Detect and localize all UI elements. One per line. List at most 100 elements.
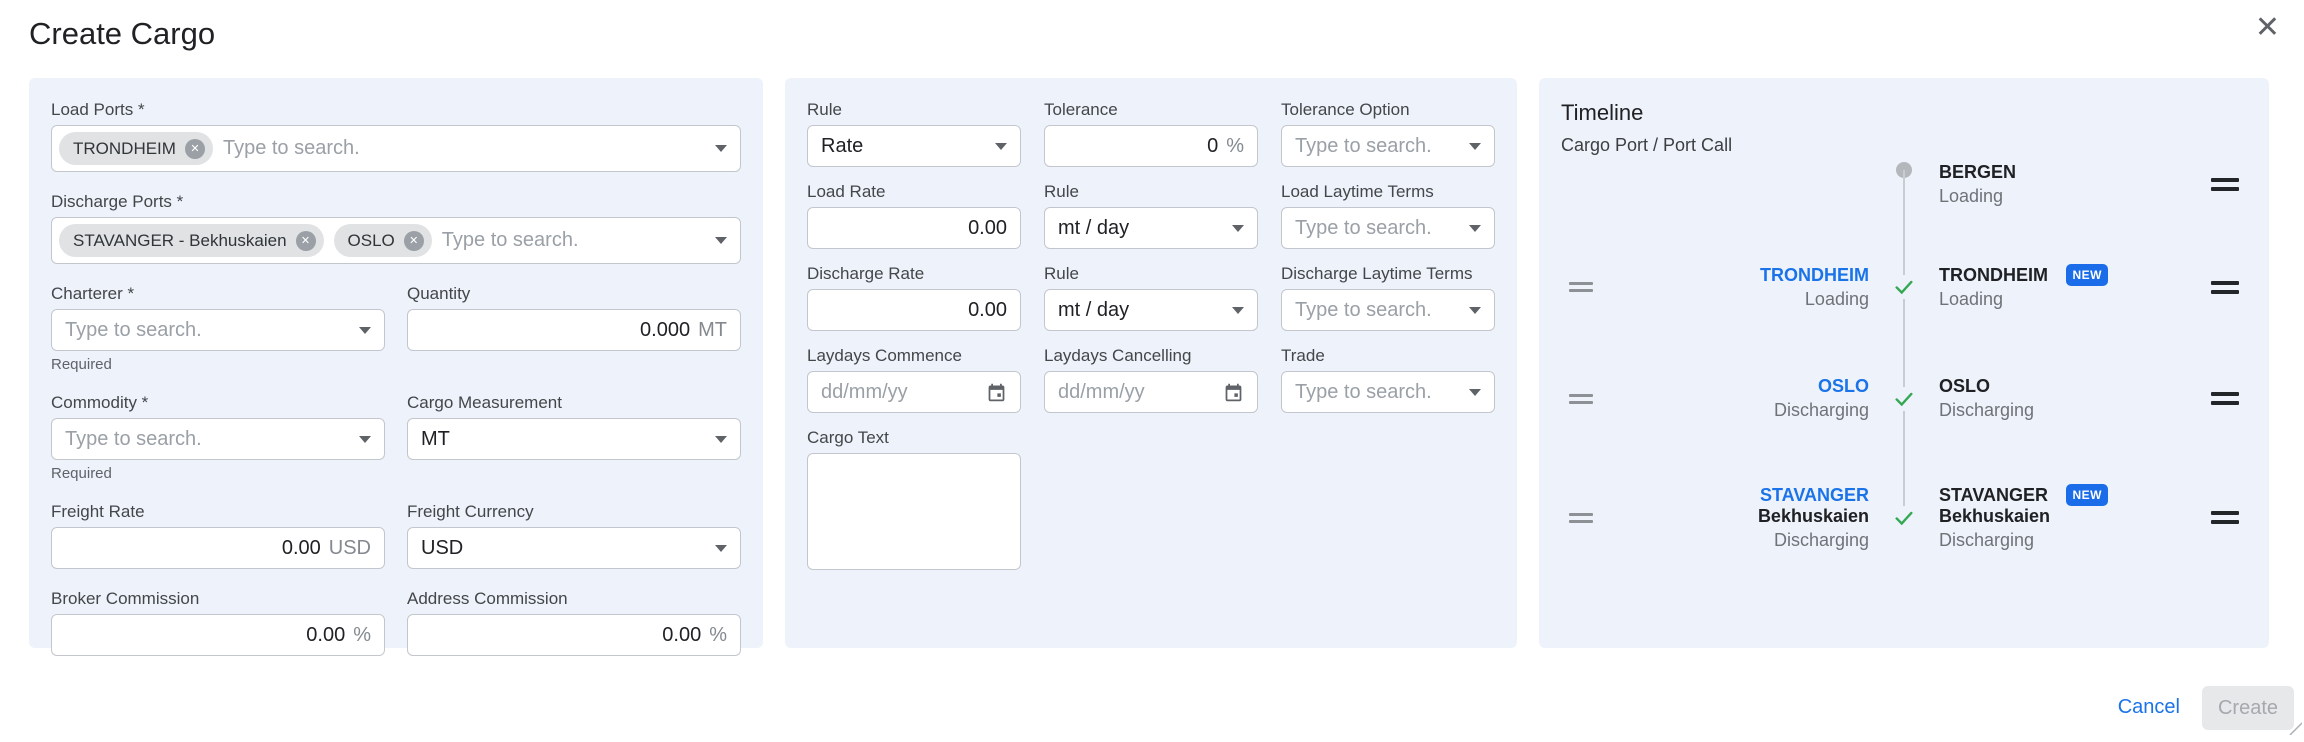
port-name: OSLO [1939,376,1991,396]
discharge-ports-placeholder: Type to search. [441,229,579,251]
timeline-row-stavanger: STAVANGER Bekhuskaien Discharging STAVAN… [1561,484,2247,551]
quantity-field: Quantity 0.000 MT [407,284,741,373]
trade-field: Trade Type to search. [1281,346,1495,413]
trade-select[interactable]: Type to search. [1281,371,1495,413]
timeline-line [1903,170,1905,518]
freight-rate-input[interactable]: 0.00 USD [51,527,385,569]
chevron-down-icon [1469,306,1481,314]
cargo-measurement-select[interactable]: MT [407,418,741,460]
port-activity: Discharging [1939,530,2035,550]
freight-rate-value: 0.00 [281,536,321,559]
quantity-unit: MT [698,318,727,341]
load-rate-field: Load Rate 0.00 [807,182,1021,249]
load-rate-rule-field: Rule mt / day [1044,182,1258,249]
tolerance-option-select[interactable]: Type to search. [1281,125,1495,167]
rule-quantity-select[interactable]: Rate [807,125,1021,167]
broker-commission-field: Broker Commission 0.00 % [51,589,385,656]
drag-handle-icon[interactable] [1569,509,1593,527]
check-icon [1869,386,1939,411]
laydays-commence-input[interactable]: dd/mm/yy [807,371,1021,413]
check-icon [1869,275,1939,299]
drag-handle-icon[interactable] [2211,506,2239,529]
broker-commission-unit: % [353,623,371,646]
commodity-select[interactable]: Type to search. [51,418,385,460]
create-button: Create [2202,686,2294,730]
load-ports-field: Load Ports * TRONDHEIM ✕ Type to search. [51,100,741,172]
drag-handle-icon[interactable] [2211,173,2239,196]
discharge-ports-input[interactable]: STAVANGER - Bekhuskaien ✕ OSLO ✕ Type to… [51,217,741,264]
chevron-down-icon [359,326,371,334]
laydays-cancelling-input[interactable]: dd/mm/yy [1044,371,1258,413]
discharge-rate-input[interactable]: 0.00 [807,289,1021,331]
remove-chip-icon[interactable]: ✕ [295,230,316,251]
cargo-port-name: STAVANGER [1759,484,1869,505]
cargo-port-name: TRONDHEIM [1760,264,1869,285]
tolerance-input[interactable]: 0 % [1044,125,1258,167]
quantity-label: Quantity [407,284,471,303]
quantity-input[interactable]: 0.000 MT [407,309,741,351]
drag-handle-icon[interactable] [2211,387,2239,410]
drag-handle-icon[interactable] [1569,390,1593,408]
cargo-port-name: OSLO [1817,376,1869,396]
page-title: Create Cargo [29,16,216,51]
cargo-measurement-field: Cargo Measurement MT [407,393,741,482]
terms-panel: Rule Rate Tolerance 0 % Tolerance Option… [785,78,1517,648]
cargo-text-input[interactable] [807,453,1021,570]
load-laytime-terms-field: Load Laytime Terms Type to search. [1281,182,1495,249]
port-name: TRONDHEIM [1939,265,2048,285]
cargo-port-activity: Discharging [1773,400,1869,420]
quantity-value: 0.000 [640,318,691,341]
port-area: Bekhuskaien [1939,506,2051,526]
freight-currency-select[interactable]: USD [407,527,741,569]
close-icon[interactable]: ✕ [2254,10,2280,45]
cargo-port-activity: Discharging [1773,529,1869,550]
broker-commission-label: Broker Commission [51,589,200,608]
timeline-subtitle: Cargo Port / Port Call [1561,135,1733,155]
timeline-row-trondheim: TRONDHEIM Loading TRONDHEIM NEW Loading [1561,264,2247,310]
charterer-select[interactable]: Type to search. [51,309,385,351]
port-activity: Loading [1939,186,2004,206]
remove-chip-icon[interactable]: ✕ [403,230,424,251]
chevron-down-icon [359,435,371,443]
load-ports-input[interactable]: TRONDHEIM ✕ Type to search. [51,125,741,172]
chevron-down-icon [1232,306,1244,314]
port-chip: TRONDHEIM ✕ [59,132,213,165]
cargo-measurement-value: MT [421,427,450,450]
calendar-icon[interactable] [986,382,1007,403]
discharge-rate-rule-field: Rule mt / day [1044,264,1258,331]
address-commission-input[interactable]: 0.00 % [407,614,741,656]
discharge-laytime-terms-select[interactable]: Type to search. [1281,289,1495,331]
laydays-cancelling-field: Laydays Cancelling dd/mm/yy [1044,346,1258,413]
charterer-label: Charterer * [51,284,135,303]
cargo-measurement-label: Cargo Measurement [407,393,562,412]
port-activity: Discharging [1939,400,2035,420]
cancel-button[interactable]: Cancel [2117,696,2180,718]
chevron-down-icon [715,544,727,552]
load-rate-rule-select[interactable]: mt / day [1044,207,1258,249]
remove-chip-icon[interactable]: ✕ [184,138,205,159]
drag-handle-icon[interactable] [1569,278,1593,296]
discharge-ports-label: Discharge Ports * [51,192,184,211]
port-name: BERGEN [1939,162,2017,182]
calendar-icon[interactable] [1223,382,1244,403]
cargo-port-area: Bekhuskaien [1757,505,1869,526]
load-rate-input[interactable]: 0.00 [807,207,1021,249]
load-laytime-terms-select[interactable]: Type to search. [1281,207,1495,249]
freight-rate-label: Freight Rate [51,502,145,521]
chevron-down-icon [1469,142,1481,150]
port-name: STAVANGER [1939,485,2049,505]
required-hint: Required [51,465,112,482]
load-ports-placeholder: Type to search. [222,137,360,159]
resize-grip-icon[interactable] [2288,721,2303,740]
tolerance-option-field: Tolerance Option Type to search. [1281,100,1495,167]
chevron-down-icon [1469,388,1481,396]
drag-handle-icon[interactable] [2211,276,2239,299]
charterer-field: Charterer * Type to search. Required [51,284,385,373]
broker-commission-input[interactable]: 0.00 % [51,614,385,656]
discharge-rate-rule-select[interactable]: mt / day [1044,289,1258,331]
freight-currency-value: USD [421,536,464,559]
address-commission-field: Address Commission 0.00 % [407,589,741,656]
check-icon [1869,505,1939,530]
required-hint: Required [51,356,112,373]
port-activity: Loading [1939,289,2004,309]
